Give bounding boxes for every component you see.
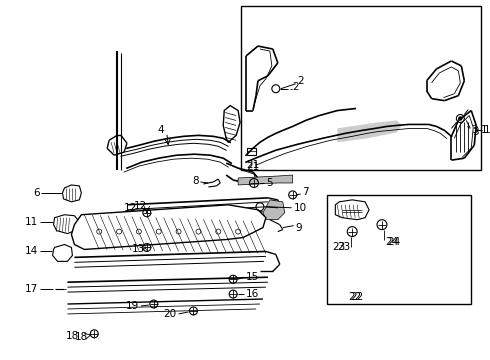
Text: 18: 18 (66, 331, 79, 341)
Text: 3: 3 (471, 125, 478, 135)
Bar (327, 195, 471, 304)
Text: 2: 2 (297, 76, 304, 86)
Polygon shape (238, 175, 293, 185)
Polygon shape (52, 244, 73, 261)
Polygon shape (337, 121, 402, 142)
Text: 15: 15 (246, 272, 259, 282)
Polygon shape (247, 148, 256, 155)
Text: 20: 20 (164, 309, 176, 319)
Text: 24: 24 (387, 237, 400, 247)
Text: 4: 4 (157, 125, 164, 135)
Polygon shape (335, 200, 369, 220)
Text: 19: 19 (125, 301, 139, 311)
Polygon shape (53, 215, 79, 234)
Text: 8: 8 (192, 176, 198, 186)
Text: 9: 9 (295, 222, 302, 233)
Polygon shape (263, 200, 285, 220)
Text: 1: 1 (484, 125, 490, 135)
Bar (241, 6, 481, 170)
Text: 7: 7 (303, 187, 309, 197)
Text: 23: 23 (337, 243, 350, 252)
Circle shape (459, 117, 462, 120)
Text: 10: 10 (294, 203, 307, 213)
Text: 5: 5 (266, 178, 272, 188)
Polygon shape (63, 185, 81, 202)
Text: 17: 17 (24, 284, 38, 294)
Text: 21: 21 (246, 162, 259, 172)
Text: 1: 1 (481, 125, 487, 135)
Text: 2: 2 (293, 82, 299, 92)
Text: 14: 14 (24, 247, 38, 256)
Text: 13: 13 (132, 244, 145, 255)
Polygon shape (72, 205, 266, 249)
Text: 16: 16 (246, 289, 259, 299)
Polygon shape (223, 105, 240, 142)
Text: 21: 21 (246, 160, 259, 170)
Text: 3: 3 (472, 127, 479, 138)
Text: 23: 23 (332, 243, 345, 252)
Text: 12: 12 (123, 203, 137, 213)
Text: 22: 22 (348, 292, 362, 302)
Text: 12: 12 (134, 201, 147, 211)
Text: 11: 11 (24, 217, 38, 227)
Text: 6: 6 (33, 188, 40, 198)
Text: 18: 18 (74, 332, 88, 342)
Text: 22: 22 (350, 292, 364, 302)
Text: 24: 24 (385, 237, 398, 247)
